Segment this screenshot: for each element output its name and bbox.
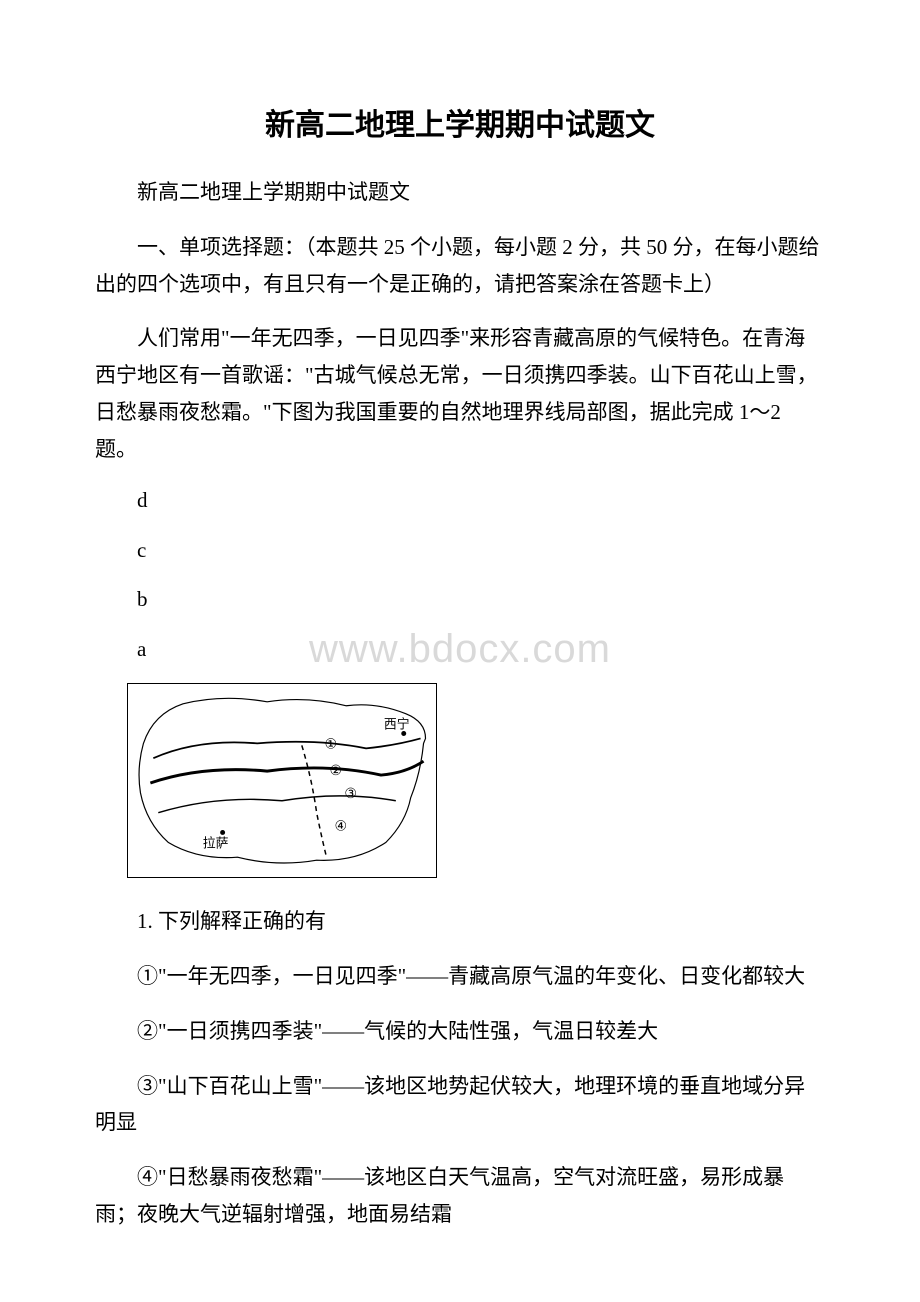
q1-option-1: ①"一年无四季，一日见四季"——青藏高原气温的年变化、日变化都较大 (95, 958, 825, 995)
map-figure: 西宁 拉萨 ① ② ③ ④ (127, 683, 825, 883)
letter-d: d (95, 485, 825, 517)
map-svg: 西宁 拉萨 ① ② ③ ④ (127, 683, 437, 878)
instructions-text: 一、单项选择题：（本题共 25 个小题，每小题 2 分，共 50 分，在每小题给… (95, 229, 825, 303)
q1-stem: 1. 下列解释正确的有 (95, 903, 825, 940)
letter-a: a (95, 634, 825, 666)
passage-text: 人们常用"一年无四季，一日见四季"来形容青藏高原的气候特色。在青海西宁地区有一首… (95, 320, 825, 467)
map-num-3: ③ (344, 786, 356, 801)
page-title: 新高二地理上学期期中试题文 (95, 100, 825, 144)
map-num-2: ② (330, 763, 342, 778)
map-label-xining: 西宁 (384, 718, 410, 732)
map-label-lasa: 拉萨 (203, 837, 229, 851)
q1-option-4: ④"日愁暴雨夜愁霜"——该地区白天气温高，空气对流旺盛，易形成暴雨；夜晚大气逆辐… (95, 1159, 825, 1233)
map-num-4: ④ (334, 819, 346, 834)
letter-c: c (95, 535, 825, 567)
map-num-1: ① (325, 737, 337, 752)
q1-option-3: ③"山下百花山上雪"——该地区地势起伏较大，地理环境的垂直地域分异明显 (95, 1068, 825, 1142)
subtitle-text: 新高二地理上学期期中试题文 (95, 174, 825, 211)
q1-option-2: ②"一日须携四季装"——气候的大陆性强，气温日较差大 (95, 1013, 825, 1050)
letter-b: b (95, 584, 825, 616)
